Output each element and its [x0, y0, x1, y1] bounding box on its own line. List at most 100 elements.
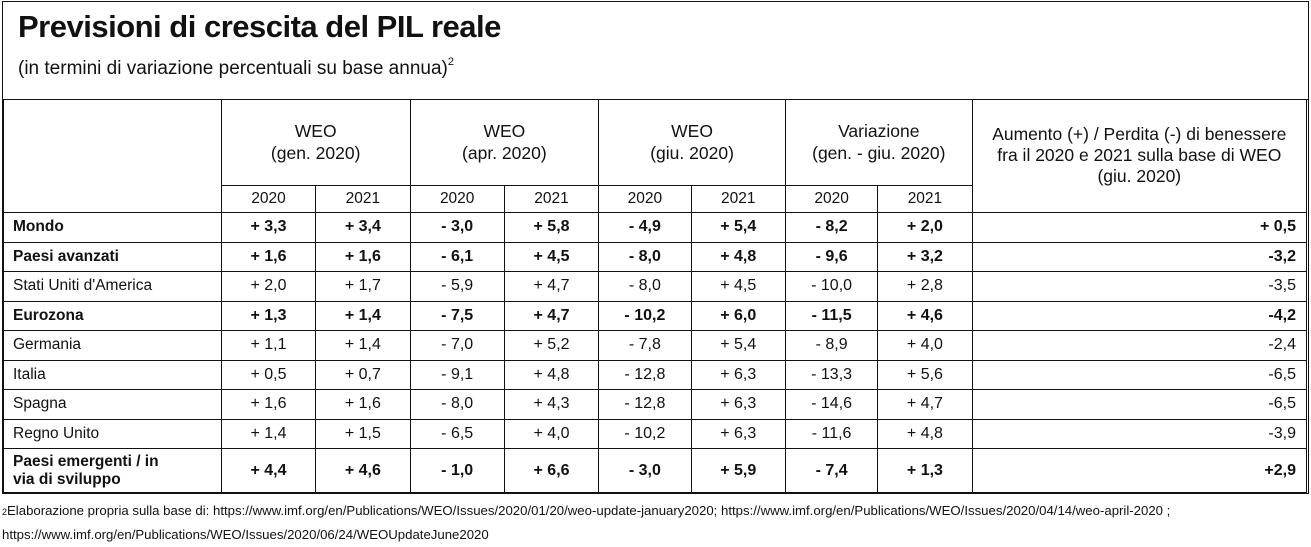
- value-cell: + 5,6: [877, 359, 973, 390]
- table-header-block: Previsioni di crescita del PIL reale (in…: [3, 2, 1308, 100]
- subtitle-text: (in termini di variazione percentuali su…: [18, 58, 448, 79]
- footnote: 2Elaborazione propria sulla base di: htt…: [2, 499, 1302, 547]
- value-cell: + 4,3: [503, 389, 600, 420]
- value-cell: - 7,5: [409, 300, 505, 331]
- value-cell: - 14,6: [784, 389, 879, 420]
- benefit-cell: +2,9: [971, 448, 1308, 493]
- value-cell: + 4,6: [315, 448, 411, 493]
- row-label: Germania: [3, 330, 222, 361]
- value-cell: + 3,2: [877, 241, 973, 272]
- table-row: Paesi avanzati + 1,6 + 1,6- 6,1 + 4,5- 8,0 +…: [3, 241, 1308, 272]
- group-header-line1: WEO: [294, 121, 337, 141]
- group-header-row: WEO (gen. 2020) WEO (apr. 2020) WEO (giu. 2…: [3, 99, 1308, 213]
- value-cell: - 7,0: [409, 330, 505, 361]
- value-cell: - 3,0: [409, 212, 505, 243]
- year-header: 2021: [877, 185, 973, 213]
- benefit-cell: -6,5: [971, 389, 1308, 420]
- benefit-cell: -4,2: [971, 300, 1308, 331]
- value-cell: + 5,4: [690, 212, 786, 243]
- value-cell: + 4,7: [503, 271, 600, 302]
- value-cell: - 3,0: [598, 448, 692, 493]
- benefit-cell: + 0,5: [971, 212, 1308, 243]
- group-header-line1: WEO: [483, 121, 526, 141]
- value-cell: + 0,7: [315, 359, 411, 390]
- group-header-line2: (gen. 2020): [270, 143, 361, 163]
- benefit-cell: -2,4: [971, 330, 1308, 361]
- corner-cell: [3, 99, 222, 213]
- row-label: Mondo: [3, 212, 222, 243]
- value-cell: + 5,4: [690, 330, 786, 361]
- value-cell: + 1,4: [315, 330, 411, 361]
- row-label: Paesi emergenti / in via di sviluppo: [3, 448, 222, 493]
- row-label: Stati Uniti d'America: [3, 271, 222, 302]
- value-cell: + 5,2: [503, 330, 600, 361]
- value-cell: + 6,3: [690, 359, 786, 390]
- value-cell: + 2,0: [877, 212, 973, 243]
- table-row: Stati Uniti d'America + 2,0 + 1,7- 5,9 + 4,…: [3, 271, 1308, 302]
- value-cell: + 1,6: [220, 389, 317, 420]
- table-row: Paesi emergenti / in via di sviluppo + 4,…: [3, 448, 1308, 493]
- value-cell: - 10,0: [784, 271, 879, 302]
- value-cell: + 4,7: [877, 389, 973, 420]
- row-label: Regno Unito: [3, 418, 222, 449]
- value-cell: + 1,5: [315, 418, 411, 449]
- table-row: Germania + 1,1 + 1,4- 7,0 + 5,2- 7,8 + 5,4- …: [3, 330, 1308, 361]
- benefit-cell: -3,5: [971, 271, 1308, 302]
- group-header-line2: (giu. 2020): [650, 143, 734, 163]
- row-label: Eurozona: [3, 300, 222, 331]
- value-cell: + 1,7: [315, 271, 411, 302]
- value-cell: - 12,8: [598, 359, 692, 390]
- value-cell: + 4,8: [877, 418, 973, 449]
- table-row: Spagna + 1,6 + 1,6- 8,0 + 4,3- 12,8 + 6,3- 1…: [3, 389, 1308, 420]
- value-cell: - 7,4: [784, 448, 879, 493]
- value-cell: - 6,5: [409, 418, 505, 449]
- table-frame: Previsioni di crescita del PIL reale (in…: [2, 1, 1309, 494]
- value-cell: - 11,6: [784, 418, 879, 449]
- group-header-line2: (gen. - giu. 2020): [812, 143, 946, 163]
- value-cell: + 4,8: [503, 359, 600, 390]
- value-cell: + 4,7: [503, 300, 600, 331]
- row-label: Spagna: [3, 389, 222, 420]
- year-header: 2020: [784, 185, 879, 213]
- value-cell: + 3,4: [315, 212, 411, 243]
- group-header-weo-jan: WEO (gen. 2020): [220, 99, 411, 186]
- value-cell: + 6,3: [690, 418, 786, 449]
- value-cell: + 0,5: [220, 359, 317, 390]
- group-header-line1: Variazione: [838, 121, 920, 141]
- value-cell: - 8,2: [784, 212, 879, 243]
- value-cell: - 11,5: [784, 300, 879, 331]
- year-header: 2020: [598, 185, 692, 213]
- value-cell: - 8,0: [598, 271, 692, 302]
- subtitle: (in termini di variazione percentuali su…: [18, 56, 454, 80]
- value-cell: + 1,3: [220, 300, 317, 331]
- group-header-line2: (apr. 2020): [462, 143, 547, 163]
- value-cell: + 6,0: [690, 300, 786, 331]
- value-cell: - 8,0: [409, 389, 505, 420]
- year-header: 2020: [409, 185, 505, 213]
- row-label: Italia: [3, 359, 222, 390]
- value-cell: + 4,8: [690, 241, 786, 272]
- value-cell: + 1,3: [877, 448, 973, 493]
- value-cell: - 12,8: [598, 389, 692, 420]
- value-cell: + 4,5: [690, 271, 786, 302]
- footnote-text: Elaborazione propria sulla base di: http…: [2, 503, 1171, 542]
- value-cell: + 1,6: [220, 241, 317, 272]
- value-cell: + 5,9: [690, 448, 786, 493]
- group-header-variazione: Variazione (gen. - giu. 2020): [784, 99, 973, 186]
- value-cell: - 13,3: [784, 359, 879, 390]
- group-header-line1: WEO: [671, 121, 713, 141]
- value-cell: + 6,6: [503, 448, 600, 493]
- table-row: Eurozona + 1,3 + 1,4- 7,5 + 4,7- 10,2 + 6,0-…: [3, 300, 1308, 331]
- gdp-forecast-table: WEO (gen. 2020) WEO (apr. 2020) WEO (giu. 2…: [3, 99, 1308, 493]
- page-title: Previsioni di crescita del PIL reale: [18, 9, 501, 44]
- footnote-marker: 2: [2, 507, 8, 517]
- value-cell: - 5,9: [409, 271, 505, 302]
- year-header: 2020: [220, 185, 317, 213]
- value-cell: - 6,1: [409, 241, 505, 272]
- value-cell: + 1,4: [315, 300, 411, 331]
- year-header-row: 2020 2021 2020 2021 2020 2021 2020 2021: [4, 185, 1307, 213]
- year-header: 2021: [690, 185, 786, 213]
- row-label: Paesi avanzati: [3, 241, 222, 272]
- year-header: 2021: [503, 185, 600, 213]
- value-cell: - 4,9: [598, 212, 692, 243]
